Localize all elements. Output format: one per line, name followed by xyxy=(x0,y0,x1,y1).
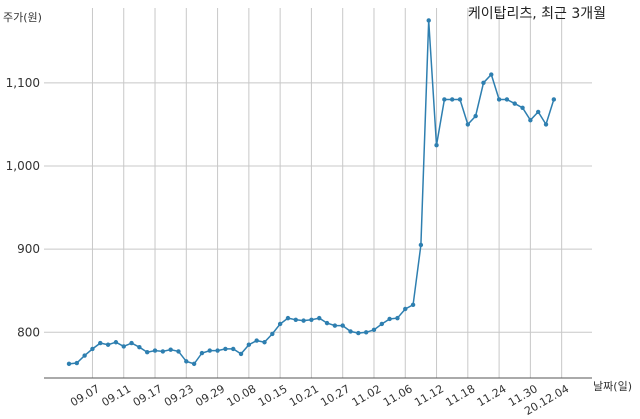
data-point xyxy=(489,72,494,77)
data-point xyxy=(129,340,134,346)
data-point xyxy=(418,242,424,248)
x-tick-label: 11.12 xyxy=(412,382,446,409)
data-point xyxy=(176,349,181,354)
data-point xyxy=(105,342,111,347)
data-point xyxy=(356,330,361,336)
y-tick-label: 800 xyxy=(17,325,40,339)
y-tick-label: 1,000 xyxy=(6,159,40,173)
data-point xyxy=(145,350,150,355)
data-point xyxy=(536,109,541,115)
x-tick-label: 11.02 xyxy=(350,382,384,409)
data-point xyxy=(309,317,314,322)
data-point xyxy=(379,321,384,327)
data-point xyxy=(442,97,447,102)
x-tick-label: 09.11 xyxy=(99,382,133,409)
x-tick-label: 10.15 xyxy=(256,382,290,409)
data-point xyxy=(191,361,197,367)
x-tick-label: 09.23 xyxy=(162,382,196,409)
data-point xyxy=(113,340,119,345)
data-point xyxy=(285,315,291,321)
y-tick-labels: 800 900 1,000 1,100 xyxy=(6,76,40,339)
data-point xyxy=(410,302,416,308)
data-point xyxy=(254,338,259,343)
x-tick-label: 09.29 xyxy=(193,382,227,409)
data-point xyxy=(231,346,236,352)
y-tick-label: 1,100 xyxy=(6,76,40,90)
data-point xyxy=(270,331,275,337)
data-point xyxy=(457,97,463,102)
data-point xyxy=(340,323,345,328)
data-point xyxy=(277,321,283,327)
data-point xyxy=(543,122,549,127)
data-point xyxy=(137,345,142,350)
x-tick-label: 10.21 xyxy=(287,382,321,409)
data-point xyxy=(184,359,189,364)
data-point xyxy=(317,315,322,321)
x-tick-labels: 09.0709.1109.1709.2309.2910.0810.1510.21… xyxy=(68,382,571,418)
series-points xyxy=(66,18,557,367)
data-point xyxy=(395,315,400,321)
data-point xyxy=(332,323,338,328)
x-tick-label: 11.24 xyxy=(475,382,509,409)
data-point xyxy=(168,347,173,352)
data-point xyxy=(496,97,502,102)
data-point xyxy=(293,317,298,322)
data-point xyxy=(473,113,478,119)
x-tick-label: 10.08 xyxy=(225,382,259,409)
x-tick-label: 10.27 xyxy=(318,382,352,409)
data-point xyxy=(152,348,158,353)
data-point xyxy=(207,348,212,353)
data-point xyxy=(301,318,306,323)
data-point xyxy=(363,330,369,335)
data-point xyxy=(324,320,330,326)
data-point xyxy=(199,350,205,356)
data-point xyxy=(551,97,557,102)
data-point xyxy=(82,353,87,358)
x-tick-label: 09.17 xyxy=(131,382,165,409)
data-point xyxy=(215,348,220,353)
data-point xyxy=(528,118,533,123)
grid xyxy=(44,8,592,378)
data-point xyxy=(238,351,244,357)
data-point xyxy=(449,97,455,102)
data-point xyxy=(66,361,72,367)
data-point xyxy=(74,360,80,366)
data-point xyxy=(520,105,525,110)
data-point xyxy=(512,101,517,106)
data-point xyxy=(160,349,166,354)
x-tick-label: 09.07 xyxy=(68,382,102,409)
x-axis-label: 날짜(일) xyxy=(593,380,632,393)
x-tick-label: 11.18 xyxy=(444,382,478,409)
y-axis-label: 주가(원) xyxy=(3,11,42,24)
data-point xyxy=(121,344,126,349)
chart-title: 케이탑리츠, 최근 3개월 xyxy=(467,6,606,22)
data-point xyxy=(371,327,377,332)
data-point xyxy=(223,346,228,352)
data-point xyxy=(98,340,103,346)
x-tick-label: 11.06 xyxy=(381,382,415,409)
data-point xyxy=(348,329,353,334)
data-point xyxy=(504,97,510,102)
y-tick-label: 900 xyxy=(17,242,40,256)
data-point xyxy=(434,142,439,148)
data-point xyxy=(481,80,486,86)
data-point xyxy=(403,306,408,312)
data-point xyxy=(90,346,95,352)
data-point xyxy=(426,18,431,23)
data-point xyxy=(387,316,392,322)
data-point xyxy=(262,340,267,345)
data-point xyxy=(465,122,471,127)
data-point xyxy=(246,342,252,347)
